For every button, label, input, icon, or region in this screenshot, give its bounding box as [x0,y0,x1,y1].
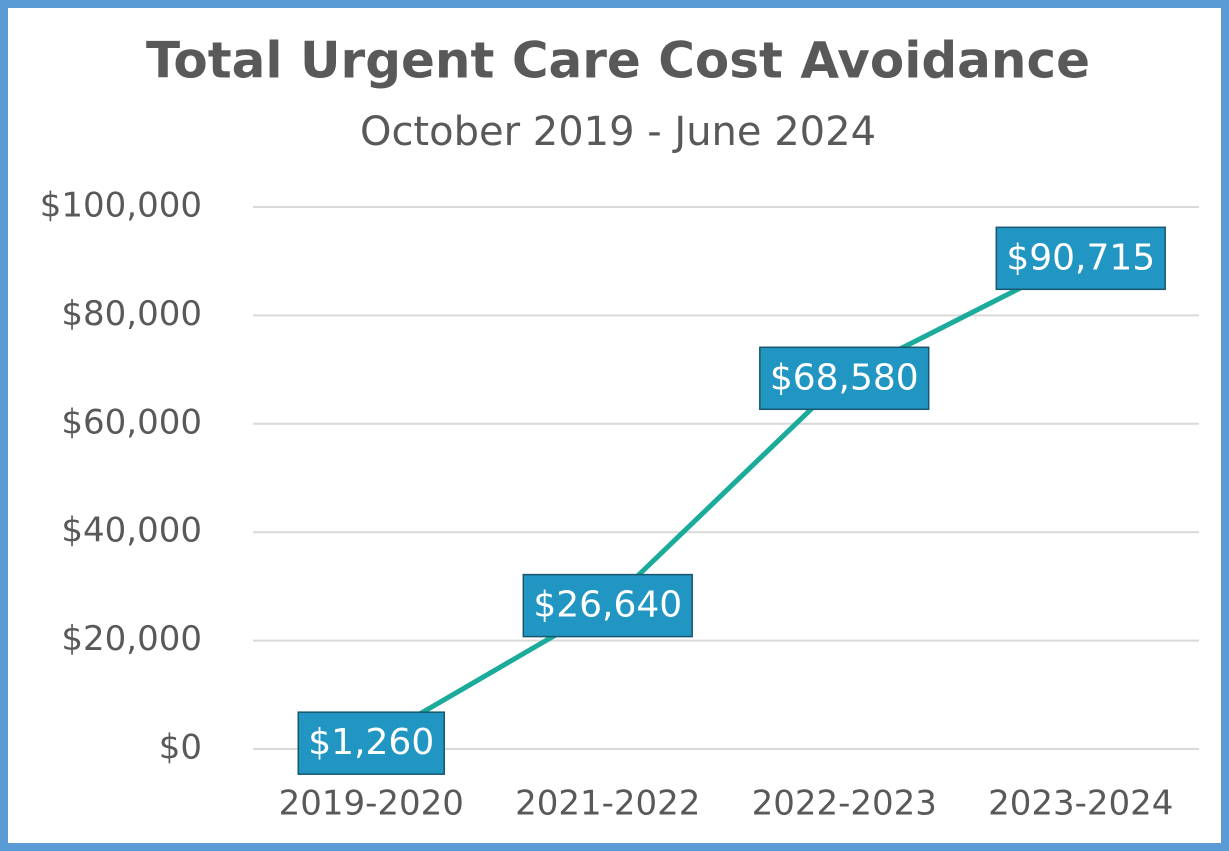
data-label-box [297,711,445,775]
line [369,255,1082,745]
x-tick-label: 2023-2024 [988,784,1173,824]
data-label-box [995,226,1166,291]
data-label: $90,715 [1006,237,1155,278]
y-tick-label: $100,000 [40,186,202,226]
x-tick-label: 2022-2023 [752,784,937,824]
x-tick-label: 2021-2022 [515,784,700,824]
chart-title: Total Urgent Care Cost Avoidance [146,32,1090,90]
y-tick-label: $80,000 [61,294,202,334]
data-label: $1,260 [308,722,434,763]
data-label: $26,640 [533,585,682,626]
chart-subtitle: October 2019 - June 2024 [360,109,876,155]
data-label-box [522,573,693,638]
y-tick-label: $0 [159,728,202,768]
x-tick-label: 2019-2020 [279,784,464,824]
y-tick-label: $20,000 [61,619,202,659]
y-tick-label: $60,000 [61,402,202,442]
y-tick-label: $40,000 [61,511,202,551]
data-label-box [759,346,930,411]
data-label: $68,580 [770,357,919,398]
